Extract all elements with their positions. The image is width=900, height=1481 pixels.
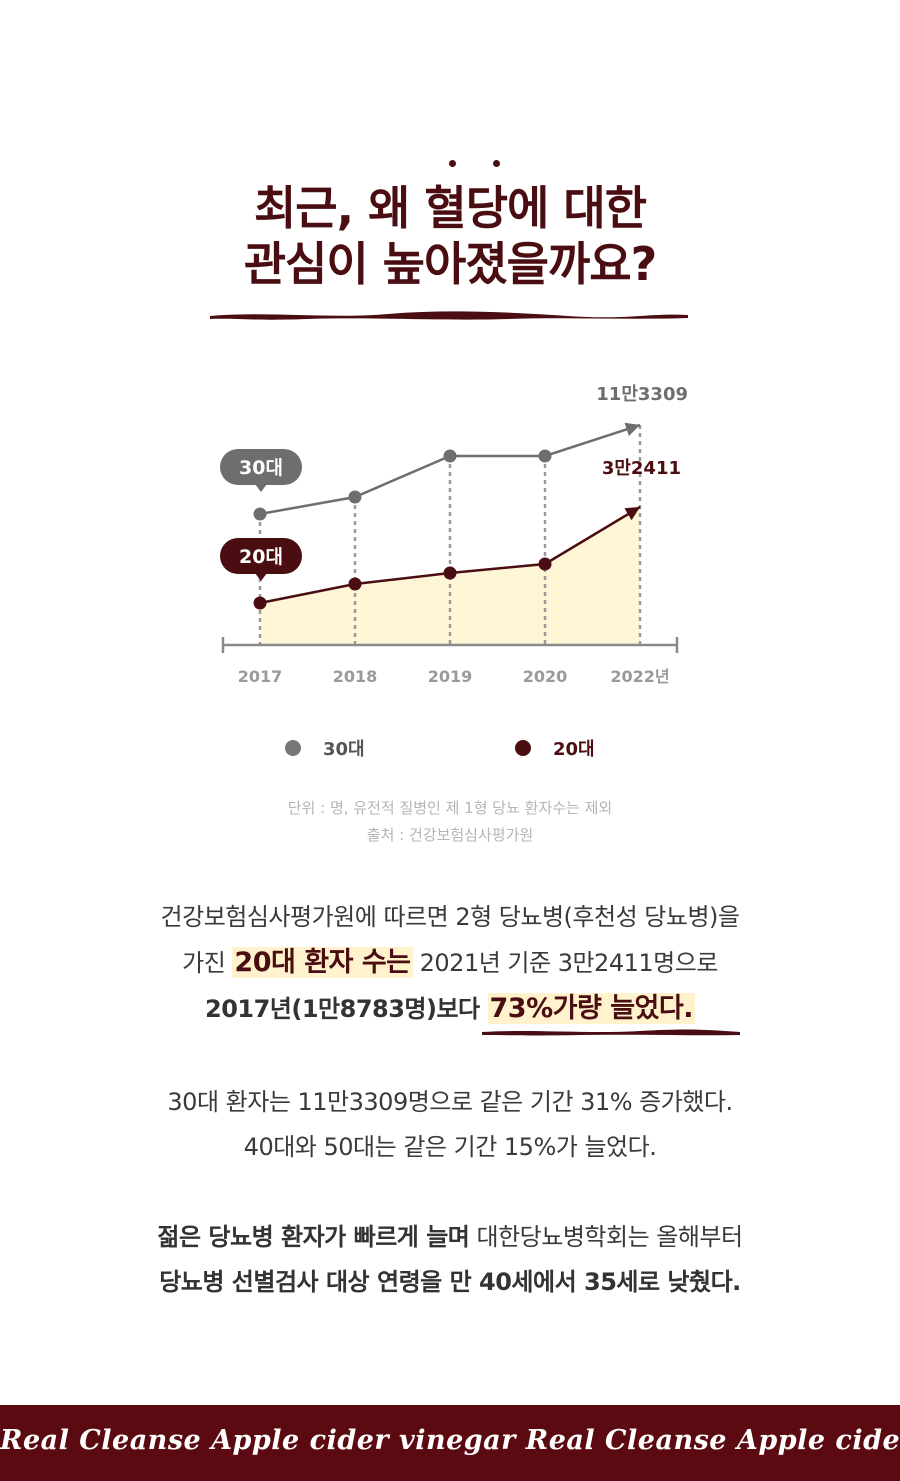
emphasis-dot (449, 160, 456, 167)
series-20s-point (538, 557, 552, 571)
title-line-2: 관심이 높아졌을까요? (243, 237, 658, 291)
para3-line2: 당뇨병 선별검사 대상 연령을 만 40세에서 35세로 낮췄다. (159, 1268, 741, 1296)
title-brush-underline (210, 311, 688, 320)
page-title: 최근, 왜 혈당에 대한 관심이 높아졌을까요? (0, 150, 900, 292)
series-30s-bubble (220, 449, 302, 485)
series-20s-bubble-label: 20대 (239, 546, 283, 568)
series-30s-point (443, 449, 457, 463)
paragraph-screening-age: 젊은 당뇨병 환자가 빠르게 늘며 대한당뇨병학회는 올해부터 당뇨병 선별검사… (0, 1215, 900, 1305)
para2-line1: 30대 환자는 11만3309명으로 같은 기간 31% 증가했다. (167, 1088, 733, 1116)
series-20s-arrowhead (624, 507, 640, 521)
series-20s-point (253, 596, 267, 610)
series-20s-point (443, 566, 457, 580)
highlight-brush-underline (482, 1029, 740, 1036)
footer-marquee-text: Real Cleanse Apple cider vinegar Real Cl… (0, 1425, 900, 1456)
source-note: 출처 : 건강보험심사평가원 (366, 826, 534, 844)
paragraph-20s-increase: 건강보험심사평가원에 따르면 2형 당뇨병(후천성 당뇨병)을 가진 20대 환… (0, 895, 900, 1032)
series-30s-arrowhead (624, 422, 640, 436)
series-30s-point (253, 507, 267, 521)
x-tick-label: 2020 (523, 667, 568, 686)
x-tick-label: 2018 (333, 667, 378, 686)
x-tick-label: 2022년 (610, 667, 669, 686)
legend-label: 30대 (323, 739, 365, 760)
legend-item-20s: 20대 (515, 735, 595, 761)
text: 가진 (182, 949, 233, 977)
series-20s-bubble-tail (255, 573, 267, 581)
title-line-1: 최근, 왜 혈당에 대한 (253, 181, 647, 235)
legend-label: 20대 (553, 739, 595, 760)
chart-legend: 30대 20대 (0, 735, 900, 761)
para3-line1: 젊은 당뇨병 환자가 빠르게 늘며 대한당뇨병학회는 올해부터 (0, 1215, 900, 1260)
legend-dot-icon (515, 740, 531, 756)
series-30s-point (538, 449, 552, 463)
highlight-73-percent: 73%가량 늘었다. (487, 993, 695, 1024)
chart-note: 단위 : 명, 유전적 질병인 제 1형 당뇨 환자수는 제외 출처 : 건강보… (0, 795, 900, 849)
text: 2021년 기준 3만2411명으로 (412, 949, 719, 977)
paragraph-30s-increase: 30대 환자는 11만3309명으로 같은 기간 31% 증가했다. 40대와 … (0, 1080, 900, 1170)
para1-line3: 2017년(1만8783명)보다 73%가량 늘었다. (0, 986, 900, 1032)
highlight-20s-patients: 20대 환자 수는 (232, 947, 413, 978)
series-30s-bubble-label: 30대 (239, 457, 283, 479)
para1-line1: 건강보험심사평가원에 따르면 2형 당뇨병(후천성 당뇨병)을 (160, 903, 740, 931)
footer-banner: Real Cleanse Apple cider vinegar Real Cl… (0, 1405, 900, 1481)
series-20s-bubble (220, 538, 302, 574)
series-20s-point (348, 577, 362, 591)
x-tick-label: 2019 (428, 667, 473, 686)
series-30s-point (348, 490, 362, 504)
x-tick-label: 2017 (238, 667, 283, 686)
text: 2017년(1만8783명)보다 (205, 995, 488, 1023)
emphasis-dot (493, 160, 500, 167)
emphasis-dots (0, 160, 900, 172)
diabetes-patient-line-chart: 2017 2018 2019 2020 2022년 11만3309 3만2411 30대 20… (220, 384, 688, 686)
para1-line2: 가진 20대 환자 수는 2021년 기준 3만2411명으로 (0, 940, 900, 986)
text: 대한당뇨병학회는 올해부터 (469, 1223, 744, 1251)
para2-line2: 40대와 50대는 같은 기간 15%가 늘었다. (243, 1133, 657, 1161)
series-30s-line (259, 423, 641, 516)
legend-dot-icon (285, 740, 301, 756)
end-label-30s: 11만3309 (596, 384, 688, 405)
series-30s-bubble-tail (255, 484, 267, 492)
legend-item-30s: 30대 (285, 735, 365, 761)
text: 젊은 당뇨병 환자가 빠르게 늘며 (157, 1223, 470, 1251)
end-label-20s: 3만2411 (602, 458, 681, 479)
unit-note: 단위 : 명, 유전적 질병인 제 1형 당뇨 환자수는 제외 (287, 799, 613, 817)
